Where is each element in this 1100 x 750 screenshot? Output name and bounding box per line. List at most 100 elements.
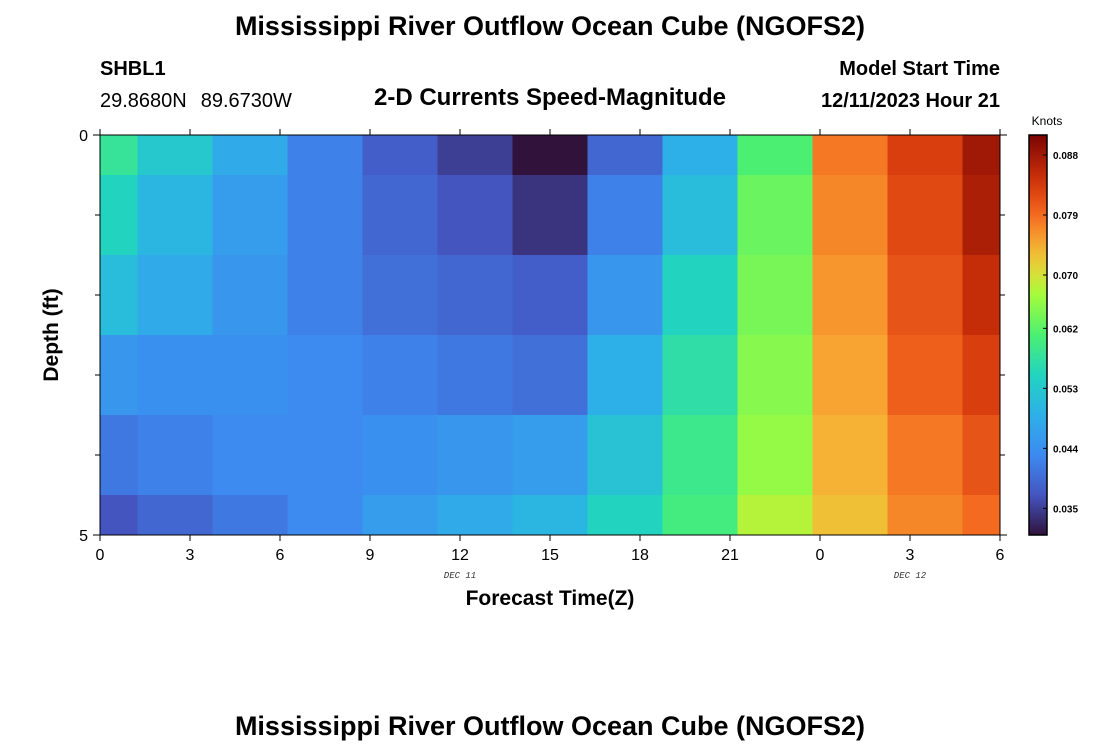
heatmap-cell (287, 135, 363, 176)
x-tick-label: 12 (451, 547, 469, 564)
heatmap-cell (100, 415, 138, 496)
colorbar: Knots 0.035 0.044 0.053 0.062 0.070 0.079 0.08… (1028, 114, 1078, 536)
model-start-label: Model Start Time (839, 58, 1000, 80)
heatmap-cell (962, 495, 1001, 536)
y-tick-label: 5 (79, 528, 88, 545)
heatmap-cell (962, 415, 1001, 496)
heatmap-cell (212, 135, 288, 176)
date-label: DEC 12 (894, 571, 927, 581)
heatmap-cell (287, 415, 363, 496)
heatmap-cell (887, 175, 963, 256)
heatmap-cell (137, 335, 213, 416)
colorbar-tick-label: 0.053 (1053, 384, 1078, 395)
heatmap-cell (737, 175, 813, 256)
heatmap-cell (137, 495, 213, 536)
heatmap-cell (137, 255, 213, 336)
heatmap-cell (137, 415, 213, 496)
heatmap-cell (887, 255, 963, 336)
heatmap-cell (100, 255, 138, 336)
station-name: SHBL1 (100, 58, 166, 80)
heatmap-cell (662, 415, 738, 496)
heatmap-cell (212, 175, 288, 256)
x-axis-ticks: 0 3 6 9 12 15 18 21 0 3 6 DEC 11 DEC 12 (96, 129, 1005, 581)
heatmap-cell (512, 415, 588, 496)
heatmap-cells (100, 135, 1001, 536)
heatmap-cell (362, 135, 438, 176)
heatmap-cell (812, 335, 888, 416)
y-axis-ticks: 05 (79, 128, 1007, 545)
heatmap-cell (887, 335, 963, 416)
heatmap-cell (212, 335, 288, 416)
heatmap-cell (887, 495, 963, 536)
heatmap-cell (362, 415, 438, 496)
x-tick-label: 3 (906, 547, 915, 564)
heatmap-cell (887, 135, 963, 176)
x-tick-label: 6 (996, 547, 1005, 564)
colorbar-tick-label: 0.079 (1053, 211, 1078, 222)
heatmap-cell (137, 175, 213, 256)
heatmap-cell (362, 255, 438, 336)
x-tick-label: 18 (631, 547, 649, 564)
heatmap-cell (962, 175, 1001, 256)
heatmap-cell (662, 495, 738, 536)
heatmap-cell (662, 135, 738, 176)
chart-subtitle: 2-D Currents Speed-Magnitude (374, 84, 726, 111)
heatmap-cell (587, 495, 663, 536)
colorbar-ticks: 0.035 0.044 0.053 0.062 0.070 0.079 0.088 (1043, 151, 1078, 515)
x-axis-label: Forecast Time(Z) (466, 587, 635, 610)
y-tick-label: 0 (79, 128, 88, 145)
colorbar-tick-label: 0.035 (1053, 504, 1078, 515)
heatmap-cell (137, 135, 213, 176)
heatmap-cell (512, 175, 588, 256)
y-axis-label: Depth (ft) (40, 288, 63, 381)
heatmap-cell (287, 335, 363, 416)
heatmap-cell (512, 495, 588, 536)
heatmap-cell (962, 335, 1001, 416)
heatmap-cell (812, 495, 888, 536)
heatmap-cell (662, 255, 738, 336)
colorbar-tick-label: 0.062 (1053, 324, 1078, 335)
heatmap-cell (100, 335, 138, 416)
x-tick-label: 3 (186, 547, 195, 564)
heatmap-cell (212, 495, 288, 536)
heatmap-cell (362, 335, 438, 416)
heatmap-cell (737, 335, 813, 416)
heatmap-cell (437, 255, 513, 336)
heatmap-cell (737, 415, 813, 496)
heatmap-cell (737, 255, 813, 336)
x-tick-label: 0 (96, 547, 105, 564)
station-lat: 29.8680N (100, 90, 187, 112)
model-start-value: 12/11/2023 Hour 21 (821, 90, 1000, 112)
x-tick-label: 9 (366, 547, 375, 564)
heatmap-cell (962, 255, 1001, 336)
heatmap-cell (100, 135, 138, 176)
colorbar-body (1028, 134, 1048, 536)
heatmap-cell (287, 255, 363, 336)
heatmap-cell (662, 335, 738, 416)
heatmap-cell (587, 175, 663, 256)
x-tick-label: 0 (816, 547, 825, 564)
x-tick-label: 6 (276, 547, 285, 564)
heatmap-cell (437, 335, 513, 416)
heatmap-cell (662, 175, 738, 256)
heatmap-cell (437, 175, 513, 256)
chart-title: Mississippi River Outflow Ocean Cube (NG… (235, 11, 865, 41)
heatmap-cell (812, 255, 888, 336)
x-tick-label: 15 (541, 547, 559, 564)
heatmap-cell (287, 495, 363, 536)
x-tick-label: 21 (721, 547, 739, 564)
heatmap-cell (100, 175, 138, 256)
heatmap-cell (437, 495, 513, 536)
heatmap-cell (512, 135, 588, 176)
heatmap-cell (212, 255, 288, 336)
heatmap-cell (887, 415, 963, 496)
colorbar-tick-label: 0.070 (1053, 271, 1078, 282)
heatmap-cell (812, 135, 888, 176)
heatmap-cell (812, 415, 888, 496)
heatmap-cell (587, 255, 663, 336)
heatmap-cell (362, 175, 438, 256)
colorbar-tick-label: 0.044 (1053, 444, 1078, 455)
heatmap-cell (587, 335, 663, 416)
heatmap-cell (287, 175, 363, 256)
colorbar-tick-label: 0.088 (1053, 151, 1078, 162)
